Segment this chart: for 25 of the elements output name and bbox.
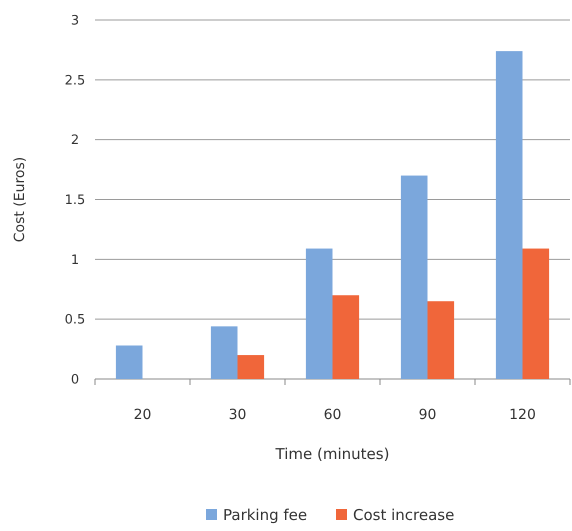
bar	[400, 176, 428, 379]
x-tick-label: 60	[324, 407, 342, 423]
legend-label: Cost increase	[353, 506, 454, 524]
bar	[238, 355, 264, 379]
y-tick-label: 3	[70, 14, 80, 29]
y-tick-label: 0.5	[64, 312, 86, 328]
x-tick-label: 30	[228, 407, 246, 423]
y-axis-title: Cost (Euros)	[12, 156, 28, 242]
bar	[522, 248, 550, 379]
x-axis-title: Time (minutes)	[274, 445, 390, 463]
bar	[306, 248, 332, 379]
bar	[332, 295, 360, 379]
x-tick-label: 20	[134, 407, 152, 423]
x-tick-label: 90	[418, 407, 436, 423]
y-tick-label: 1.5	[64, 193, 86, 208]
y-tick-label: 2.5	[64, 73, 86, 88]
legend-label: Parking fee	[223, 506, 308, 524]
bar	[428, 301, 454, 379]
bar	[210, 326, 238, 379]
y-tick-label: 0	[70, 372, 80, 388]
bar	[116, 345, 142, 379]
x-tick-label: 120	[509, 407, 536, 423]
y-tick-label: 2	[70, 133, 80, 148]
bar	[496, 51, 522, 379]
y-tick-label: 1	[70, 252, 80, 268]
